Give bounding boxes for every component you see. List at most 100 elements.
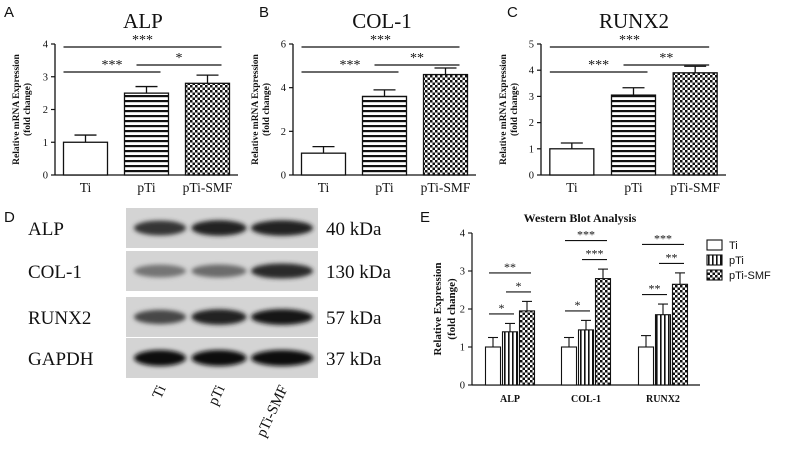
bar <box>361 95 408 176</box>
x-tick-label: pTi <box>624 180 643 195</box>
x-tick-label: pTi-SMF <box>670 180 720 195</box>
bar <box>594 278 612 386</box>
x-tick-label: Ti <box>566 180 578 195</box>
bar <box>518 310 536 386</box>
y-tick-label: 1 <box>529 144 534 155</box>
chart-title: COL-1 <box>352 9 412 33</box>
panel-letter: E <box>420 209 430 226</box>
y-tick-label: 0 <box>460 381 465 392</box>
legend-label: pTi <box>729 255 744 267</box>
blot-band <box>191 220 247 236</box>
y-tick-label: 2 <box>281 127 286 138</box>
bar <box>637 346 655 386</box>
bar <box>123 92 170 176</box>
y-axis-label: Relative mRNA Expression <box>12 53 22 164</box>
blot-band <box>134 350 186 366</box>
x-tick-label: Ti <box>318 180 330 195</box>
x-tick-label: COL-1 <box>571 394 601 405</box>
significance-label: *** <box>132 33 153 48</box>
chart-title: RUNX2 <box>599 9 669 33</box>
blot-protein-label: COL-1 <box>28 262 82 283</box>
blot-band <box>251 263 313 279</box>
bar <box>300 152 347 176</box>
panel-letter: D <box>4 209 15 226</box>
panel-a: A ALP Relative mRNA Expression (fold change… <box>4 4 238 195</box>
bar <box>549 148 595 176</box>
y-tick-label: 0 <box>529 171 534 182</box>
x-tick-label: pTi <box>137 180 156 195</box>
y-tick-label: 4 <box>281 83 287 94</box>
blot-band <box>251 350 313 366</box>
significance-label: *** <box>340 58 361 73</box>
blot-band <box>134 264 186 278</box>
significance-label: *** <box>588 58 609 73</box>
y-tick-label: 4 <box>43 40 49 51</box>
blot-protein-label: ALP <box>28 219 64 240</box>
y-axis-label: (fold change) <box>22 83 33 136</box>
significance-label: * <box>499 301 505 315</box>
significance-label: *** <box>102 58 123 73</box>
blot-lane-label: pTi-SMF <box>254 383 292 440</box>
significance-label: * <box>176 51 183 66</box>
significance-label: *** <box>619 33 640 48</box>
x-tick-label: RUNX2 <box>646 394 680 405</box>
y-tick-label: 2 <box>460 305 465 316</box>
y-tick-label: 0 <box>43 171 48 182</box>
blot-size-label: 57 kDa <box>326 308 382 329</box>
significance-label: ** <box>649 282 661 296</box>
significance-label: * <box>516 279 522 293</box>
y-tick-label: 2 <box>529 118 534 129</box>
blot-band <box>191 309 247 325</box>
blot-protein-label: GAPDH <box>28 349 94 370</box>
significance-label: ** <box>659 51 673 66</box>
y-axis-label: Relative mRNA Expression <box>499 53 509 164</box>
blot-band <box>191 264 247 278</box>
panel-e: E Western Blot Analysis Relative Expressio… <box>420 209 771 405</box>
y-tick-label: 6 <box>281 40 286 51</box>
blot-band <box>134 309 186 325</box>
y-axis-label: Relative mRNA Expression <box>251 53 261 164</box>
panel-b: B COL-1 Relative mRNA Expression (fold chan… <box>251 4 476 195</box>
significance-label: * <box>575 298 581 312</box>
blot-band <box>134 220 186 236</box>
panel-letter: A <box>4 4 14 21</box>
blot-protein-label: RUNX2 <box>28 308 91 329</box>
significance-label: ** <box>410 51 424 66</box>
y-tick-label: 4 <box>460 229 466 240</box>
bar <box>560 346 578 386</box>
y-tick-label: 2 <box>43 105 48 116</box>
blot-lane-label: pTi <box>206 383 229 408</box>
bar <box>610 94 657 176</box>
legend-label: Ti <box>729 240 738 252</box>
y-tick-label: 5 <box>529 40 534 51</box>
panel-d: D ALP 40 kDa COL-1 130 kDa RUNX2 57 kDa GAPDH 37… <box>4 208 391 440</box>
significance-label: *** <box>654 231 672 245</box>
panel-letter: B <box>259 4 269 21</box>
x-tick-label: pTi-SMF <box>183 180 233 195</box>
y-axis-label: (fold change) <box>446 278 458 340</box>
bar <box>671 283 689 386</box>
y-tick-label: 3 <box>460 267 465 278</box>
blot-band <box>251 309 313 325</box>
legend-swatch <box>706 239 723 251</box>
chart-title: Western Blot Analysis <box>524 211 637 225</box>
chart-title: ALP <box>123 9 163 33</box>
blot-size-label: 37 kDa <box>326 349 382 370</box>
x-tick-label: pTi-SMF <box>421 180 471 195</box>
significance-label: ** <box>504 260 516 274</box>
bar <box>654 314 672 386</box>
y-axis-label: Relative Expression <box>432 263 444 356</box>
y-tick-label: 4 <box>529 66 535 77</box>
bar <box>484 346 502 386</box>
blot-size-label: 40 kDa <box>326 219 382 240</box>
y-axis-label: (fold change) <box>261 83 272 136</box>
x-tick-label: ALP <box>500 394 520 405</box>
blot-size-label: 130 kDa <box>326 262 391 283</box>
y-axis-label: (fold change) <box>509 83 520 136</box>
bar <box>422 73 469 176</box>
panel-c: C RUNX2 Relative mRNA Expression (fold chan… <box>499 4 726 195</box>
y-tick-label: 1 <box>460 343 465 354</box>
bar <box>672 72 718 176</box>
significance-label: ** <box>666 250 678 264</box>
